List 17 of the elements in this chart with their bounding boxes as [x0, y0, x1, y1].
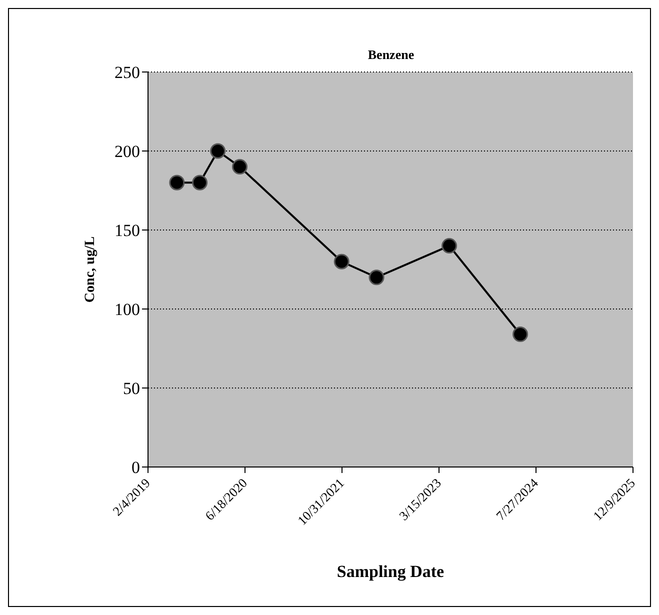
point — [334, 254, 350, 270]
x-axis-title: Sampling Date — [336, 562, 445, 581]
y-tick-label: 250 — [114, 63, 140, 82]
y-tick-label: 150 — [114, 221, 140, 240]
point — [368, 270, 384, 286]
point — [512, 326, 528, 342]
y-tick-label: 200 — [114, 142, 140, 162]
y-axis-title: Conc, ug/L — [82, 236, 98, 303]
point — [169, 174, 185, 190]
point — [232, 159, 248, 175]
y-tick-label: 50 — [123, 379, 140, 398]
y-tick-label: 0 — [132, 458, 140, 478]
point — [210, 143, 226, 159]
point — [192, 174, 208, 190]
y-tick-label: 100 — [114, 300, 140, 320]
point — [442, 238, 458, 254]
chart-title: Benzene — [366, 47, 416, 63]
